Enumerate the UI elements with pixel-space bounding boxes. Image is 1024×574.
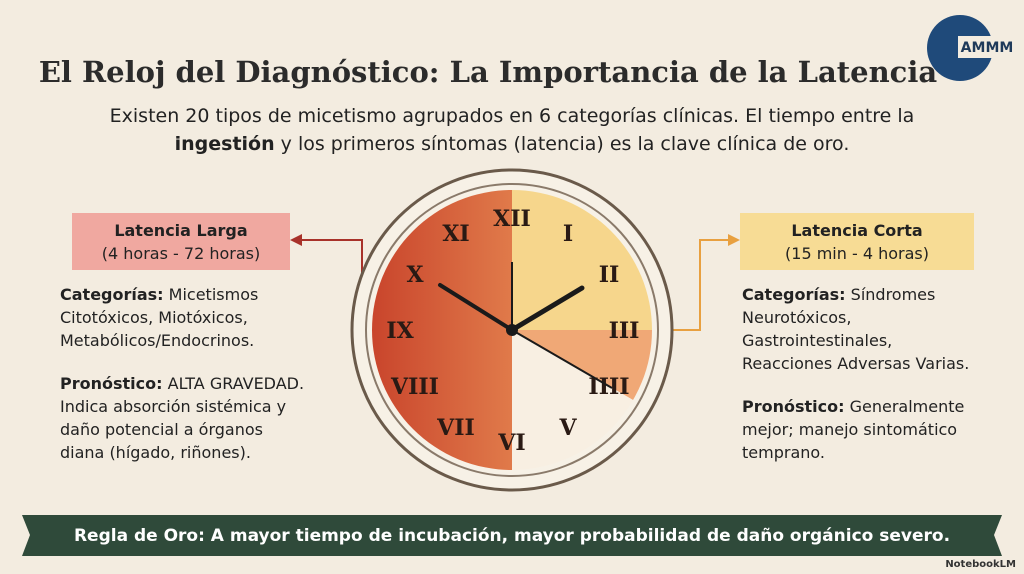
numeral: VI [497,430,525,456]
arrowhead [728,234,740,246]
text: ALTA GRAVEDAD. [163,374,305,393]
box-title: Latencia Corta [791,221,922,240]
minute-hand [438,283,514,332]
subtitle: ingestión y los primeros síntomas (laten… [175,133,850,155]
logo-bg [958,36,1016,58]
label: Categorías: [742,285,846,304]
body-line: Pronóstico: ALTA GRAVEDAD. [60,374,304,393]
label: Categorías: [60,285,164,304]
body-line: Citotóxicos, Miotóxicos, [60,308,248,327]
text: Síndromes [846,285,936,304]
second-hand [511,329,613,389]
text: temprano. [742,443,825,462]
text: mejor; manejo sintomático [742,420,957,439]
box-range: (15 min - 4 horas) [785,244,929,263]
body-line: daño potencial a órganos [60,420,263,439]
body-line: Pronóstico: Generalmente [742,397,964,416]
numeral: III [609,318,640,344]
numeral: VII [436,415,475,441]
face-long [372,190,512,470]
text: Indica absorción sistémica y [60,397,286,416]
arrowhead [290,234,302,246]
body-line: Metabólicos/Endocrinos. [60,331,254,350]
subtitle-rest: y los primeros síntomas (latencia) es la… [275,133,850,155]
subtitle: Existen 20 tipos de micetismo agrupados … [110,105,915,127]
text: Generalmente [845,397,965,416]
logo-text: AMMM [961,40,1014,56]
box-range: (4 horas - 72 horas) [102,244,260,263]
hour-hand [509,285,585,333]
text: Citotóxicos, Miotóxicos, [60,308,248,327]
brand: NotebookLM [945,559,1016,570]
body-line: Indica absorción sistémica y [60,397,286,416]
box-short [740,213,974,270]
face-mid [512,330,652,400]
clock-ring [365,183,659,477]
numeral: XII [493,206,531,232]
numeral: V [558,415,577,441]
face-white [512,330,633,470]
hub [506,324,518,336]
body-line: Gastrointestinales, [742,331,892,350]
body-line: mejor; manejo sintomático [742,420,957,439]
numeral: X [406,262,424,288]
body-line: Reacciones Adversas Varias. [742,354,969,373]
numeral: IX [386,318,414,344]
body-line: temprano. [742,443,825,462]
body-line: Neurotóxicos, [742,308,851,327]
numeral: II [599,262,620,288]
text: diana (hígado, riñones). [60,443,251,462]
face-short [512,190,652,330]
numeral: VIII [390,374,439,400]
arrow-right [664,239,732,331]
box-title: Latencia Larga [114,221,247,240]
numeral: I [563,221,573,247]
text: Metabólicos/Endocrinos. [60,331,254,350]
label: Pronóstico: [742,397,845,416]
title: El Reloj del Diagnóstico: La Importancia… [39,55,938,89]
numeral: XI [442,221,469,247]
label: Pronóstico: [60,374,163,393]
text: Neurotóxicos, [742,308,851,327]
banner [22,515,1002,556]
subtitle-bold: ingestión [175,133,275,155]
body-line: Categorías: Síndromes [742,285,935,304]
text: Gastrointestinales, [742,331,892,350]
body-line: Categorías: Micetismos [60,285,258,304]
banner-text: Regla de Oro: A mayor tiempo de incubaci… [74,526,950,546]
text: daño potencial a órganos [60,420,263,439]
text: Micetismos [164,285,259,304]
body-line: diana (hígado, riñones). [60,443,251,462]
text: Reacciones Adversas Varias. [742,354,969,373]
box-long [72,213,290,270]
